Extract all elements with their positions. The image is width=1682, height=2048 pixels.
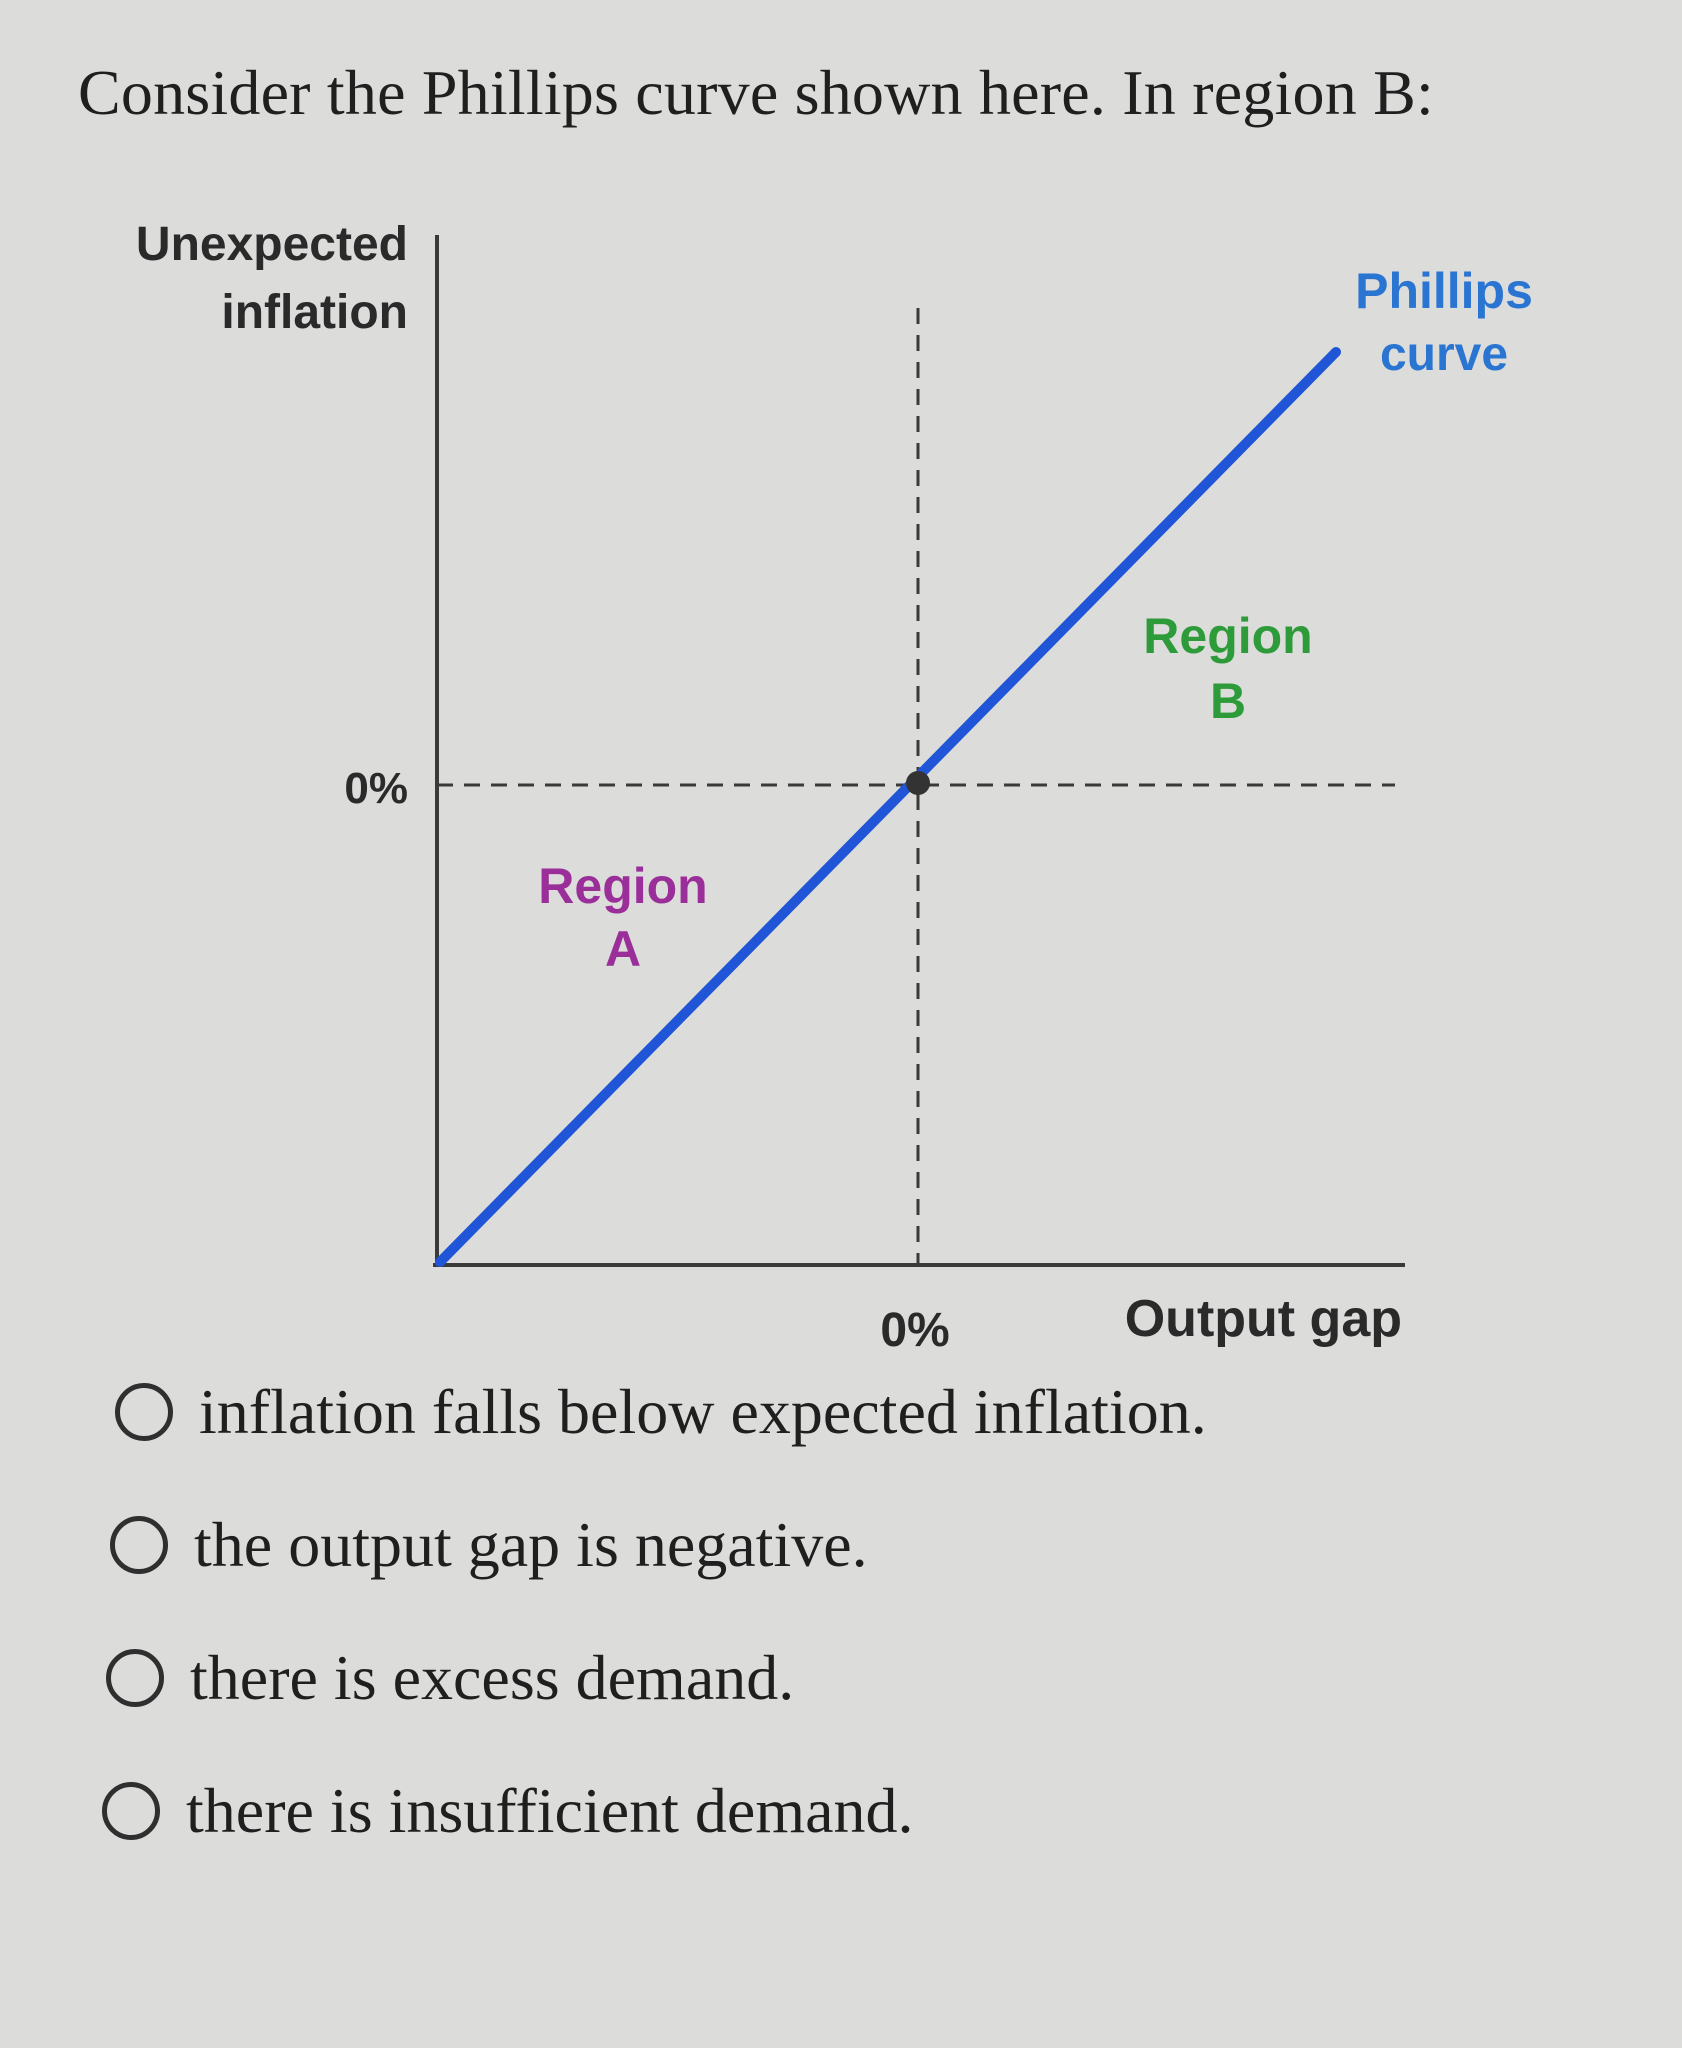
region-a-letter: A	[605, 921, 641, 977]
region-a-label: Region	[538, 858, 707, 914]
option-1[interactable]: inflation falls below expected inflation…	[115, 1375, 1207, 1449]
option-1-label: inflation falls below expected inflation…	[199, 1376, 1207, 1447]
radio-button-4[interactable]	[102, 1782, 160, 1840]
y-zero-tick-label: 0%	[344, 764, 408, 813]
x-axis-label: Output gap	[1125, 1290, 1402, 1348]
x-zero-tick-label: 0%	[880, 1304, 949, 1357]
option-4[interactable]: there is insufficient demand.	[102, 1774, 914, 1848]
phillips-curve-line	[435, 347, 1341, 1267]
radio-button-2[interactable]	[110, 1516, 168, 1574]
region-b-letter: B	[1210, 673, 1246, 729]
region-b-label: Region	[1143, 608, 1312, 664]
y-axis-label-line2: inflation	[221, 286, 408, 339]
curve-label-line1: Phillips	[1355, 263, 1533, 319]
intersection-point	[906, 771, 930, 795]
radio-button-3[interactable]	[106, 1649, 164, 1707]
question-text: Consider the Phillips curve shown here. …	[78, 57, 1434, 128]
option-4-label: there is insufficient demand.	[186, 1775, 914, 1846]
y-axis-label-line1: Unexpected	[136, 218, 408, 271]
option-3[interactable]: there is excess demand.	[106, 1641, 794, 1715]
phillips-curve-chart: Unexpected inflation 0% 0% Output gap Ph…	[136, 218, 1533, 1357]
radio-button-1[interactable]	[115, 1383, 173, 1441]
option-2[interactable]: the output gap is negative.	[110, 1508, 868, 1582]
option-2-label: the output gap is negative.	[194, 1509, 868, 1580]
option-3-label: there is excess demand.	[190, 1642, 795, 1713]
curve-label-line2: curve	[1380, 328, 1508, 381]
